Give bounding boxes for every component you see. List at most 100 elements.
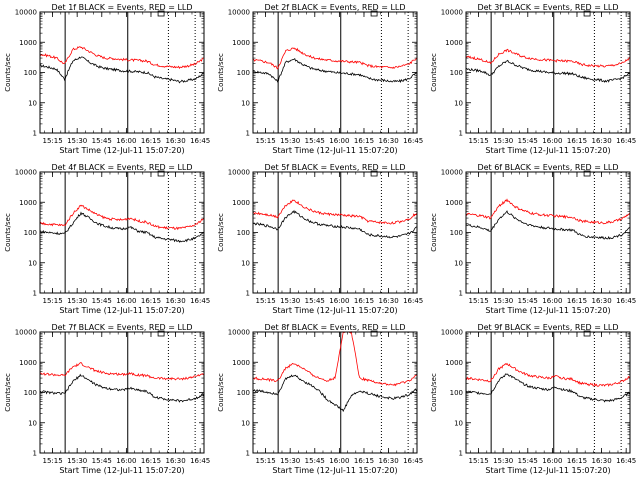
y-axis-label: Counts/sec bbox=[430, 373, 438, 412]
y-tick-label: 10000 bbox=[441, 9, 463, 17]
events-series-line bbox=[252, 209, 418, 239]
x-tick-label: 16:45 bbox=[403, 457, 423, 465]
x-tick-label: 16:15 bbox=[141, 457, 161, 465]
plot-frame bbox=[39, 11, 205, 134]
x-tick-label: 16:30 bbox=[165, 297, 185, 305]
x-axis-label: Start Time (12-Jul-11 15:07:20) bbox=[485, 146, 610, 155]
plot-frame bbox=[465, 331, 631, 454]
x-axis-label: Start Time (12-Jul-11 15:07:20) bbox=[485, 466, 610, 475]
y-tick-label: 1000 bbox=[232, 359, 250, 367]
x-tick-label: 15:30 bbox=[280, 457, 300, 465]
chart-title: Det 8f BLACK = Events, RED = LLD bbox=[264, 323, 405, 332]
plot-frame bbox=[252, 11, 418, 134]
y-axis-label: Counts/sec bbox=[217, 53, 225, 92]
y-axis-label: Counts/sec bbox=[4, 213, 12, 252]
chart-title: Det 7f BLACK = Events, RED = LLD bbox=[51, 323, 192, 332]
events-series-line bbox=[39, 373, 205, 403]
y-tick-label: 1000 bbox=[445, 359, 463, 367]
x-tick-label: 16:45 bbox=[190, 297, 210, 305]
x-axis-label: Start Time (12-Jul-11 15:07:20) bbox=[485, 306, 610, 315]
chart-panel-9: Det 9f BLACK = Events, RED = LLD Counts/s… bbox=[430, 323, 636, 475]
legend-box-marker bbox=[583, 170, 591, 177]
y-tick-label: 1000 bbox=[19, 39, 37, 47]
y-tick-label: 1000 bbox=[19, 199, 37, 207]
y-tick-label: 1 bbox=[246, 130, 250, 138]
y-tick-label: 10000 bbox=[228, 169, 250, 177]
chart-panel-2: Det 2f BLACK = Events, RED = LLD Counts/s… bbox=[217, 3, 423, 155]
x-tick-label: 15:45 bbox=[305, 457, 325, 465]
y-tick-label: 100 bbox=[450, 69, 463, 77]
x-tick-label: 16:30 bbox=[378, 297, 398, 305]
y-tick-label: 1 bbox=[459, 130, 463, 138]
x-tick-label: 16:00 bbox=[542, 457, 562, 465]
y-tick-label: 100 bbox=[237, 229, 250, 237]
legend-box-marker bbox=[157, 330, 165, 337]
x-tick-label: 16:15 bbox=[354, 297, 374, 305]
legend-box-marker bbox=[157, 10, 165, 17]
plot-frame bbox=[39, 171, 205, 294]
y-tick-label: 10000 bbox=[15, 9, 37, 17]
events-series-line bbox=[252, 58, 418, 84]
y-axis-label: Counts/sec bbox=[430, 213, 438, 252]
x-tick-label: 16:15 bbox=[141, 297, 161, 305]
y-tick-label: 100 bbox=[450, 229, 463, 237]
x-tick-label: 16:30 bbox=[591, 297, 611, 305]
x-tick-label: 16:00 bbox=[116, 297, 136, 305]
chart-title: Det 9f BLACK = Events, RED = LLD bbox=[477, 323, 618, 332]
y-tick-label: 10 bbox=[241, 99, 250, 107]
x-tick-label: 15:15 bbox=[468, 457, 488, 465]
plot-frame bbox=[465, 11, 631, 134]
x-tick-label: 16:00 bbox=[116, 457, 136, 465]
y-tick-label: 1 bbox=[33, 450, 37, 458]
x-tick-label: 16:45 bbox=[616, 457, 636, 465]
y-tick-label: 100 bbox=[450, 389, 463, 397]
x-tick-label: 16:30 bbox=[378, 137, 398, 145]
events-series-line bbox=[40, 211, 205, 243]
lld-series-line bbox=[40, 46, 204, 69]
legend-box-marker bbox=[370, 170, 378, 177]
events-series-line bbox=[39, 56, 205, 84]
y-tick-label: 1000 bbox=[445, 199, 463, 207]
x-tick-label: 15:30 bbox=[67, 137, 87, 145]
x-tick-label: 16:45 bbox=[403, 297, 423, 305]
chart-title: Det 6f BLACK = Events, RED = LLD bbox=[477, 163, 618, 172]
events-series-line bbox=[252, 374, 418, 413]
y-tick-label: 10 bbox=[454, 259, 463, 267]
y-tick-label: 10 bbox=[241, 259, 250, 267]
y-tick-label: 10 bbox=[28, 259, 37, 267]
events-series-line bbox=[465, 59, 630, 83]
x-tick-label: 15:15 bbox=[255, 137, 275, 145]
x-tick-label: 16:00 bbox=[542, 137, 562, 145]
x-tick-label: 15:45 bbox=[518, 457, 538, 465]
chart-panel-5: Det 5f BLACK = Events, RED = LLD Counts/s… bbox=[217, 163, 423, 315]
legend-box-marker bbox=[370, 10, 378, 17]
x-tick-label: 16:00 bbox=[329, 457, 349, 465]
chart-panel-4: Det 4f BLACK = Events, RED = LLD Counts/s… bbox=[4, 163, 210, 315]
y-tick-label: 1 bbox=[459, 290, 463, 298]
y-tick-label: 1000 bbox=[232, 39, 250, 47]
y-tick-label: 10000 bbox=[228, 9, 250, 17]
x-tick-label: 16:15 bbox=[567, 457, 587, 465]
lld-series-line bbox=[252, 330, 418, 387]
chart-title: Det 4f BLACK = Events, RED = LLD bbox=[51, 163, 192, 172]
legend-box-marker bbox=[583, 330, 591, 337]
lld-series-line bbox=[465, 362, 631, 387]
y-tick-label: 1000 bbox=[445, 39, 463, 47]
x-tick-label: 16:00 bbox=[542, 297, 562, 305]
chart-panel-7: Det 7f BLACK = Events, RED = LLD Counts/s… bbox=[4, 323, 210, 475]
x-tick-label: 16:30 bbox=[165, 457, 185, 465]
chart-panel-8: Det 8f BLACK = Events, RED = LLD Counts/s… bbox=[217, 323, 423, 475]
y-tick-label: 1 bbox=[246, 450, 250, 458]
y-axis-label: Counts/sec bbox=[217, 213, 225, 252]
y-tick-label: 10000 bbox=[228, 329, 250, 337]
x-tick-label: 16:45 bbox=[616, 297, 636, 305]
y-axis-label: Counts/sec bbox=[4, 373, 12, 412]
y-tick-label: 1 bbox=[33, 290, 37, 298]
x-tick-label: 15:15 bbox=[468, 137, 488, 145]
y-tick-label: 100 bbox=[24, 229, 37, 237]
x-axis-label: Start Time (12-Jul-11 15:07:20) bbox=[59, 306, 184, 315]
x-tick-label: 16:15 bbox=[354, 457, 374, 465]
y-tick-label: 1 bbox=[246, 290, 250, 298]
x-axis-label: Start Time (12-Jul-11 15:07:20) bbox=[59, 466, 184, 475]
